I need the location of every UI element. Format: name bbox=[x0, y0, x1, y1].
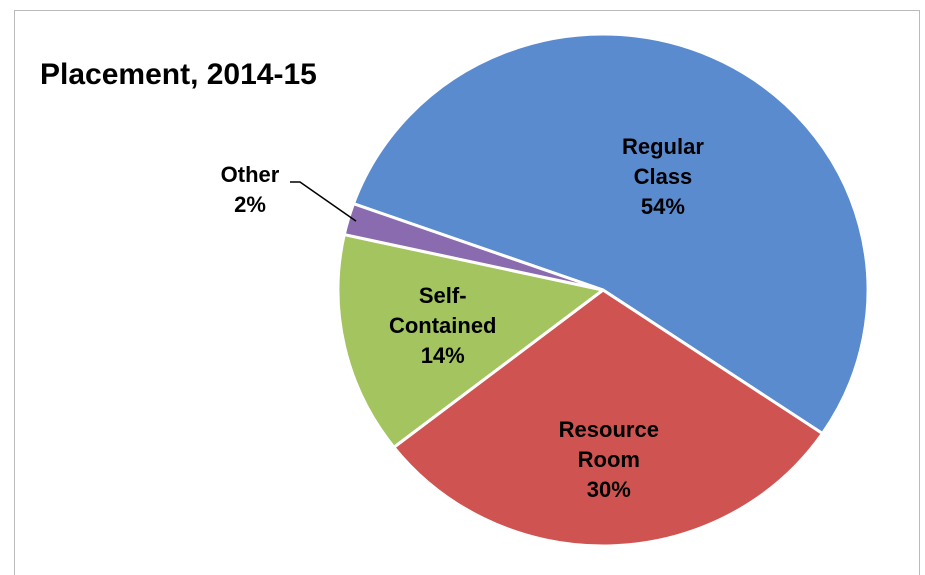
slice-label: Other 2% bbox=[221, 162, 280, 217]
slice-category-label: Regular Class bbox=[622, 134, 704, 189]
slice-label: Resource Room 30% bbox=[559, 417, 659, 502]
chart-title: Placement, 2014-15 bbox=[40, 58, 317, 91]
slice-value-label: 2% bbox=[234, 192, 266, 217]
slice-value-label: 14% bbox=[421, 343, 465, 368]
pie-slice bbox=[352, 32, 870, 436]
pie-slice bbox=[392, 288, 824, 548]
slice-label: Regular Class 54% bbox=[622, 134, 704, 219]
leader-line bbox=[290, 181, 357, 222]
slice-category-label: Other bbox=[221, 162, 280, 187]
slice-value-label: 30% bbox=[587, 477, 631, 502]
slice-category-label: Resource Room bbox=[559, 417, 659, 472]
pie-slice bbox=[336, 233, 605, 449]
slice-value-label: 54% bbox=[641, 194, 685, 219]
slice-category-label: Self-Contained bbox=[389, 283, 497, 338]
pie-slice bbox=[342, 202, 605, 292]
slice-label: Self-Contained 14% bbox=[389, 283, 497, 368]
